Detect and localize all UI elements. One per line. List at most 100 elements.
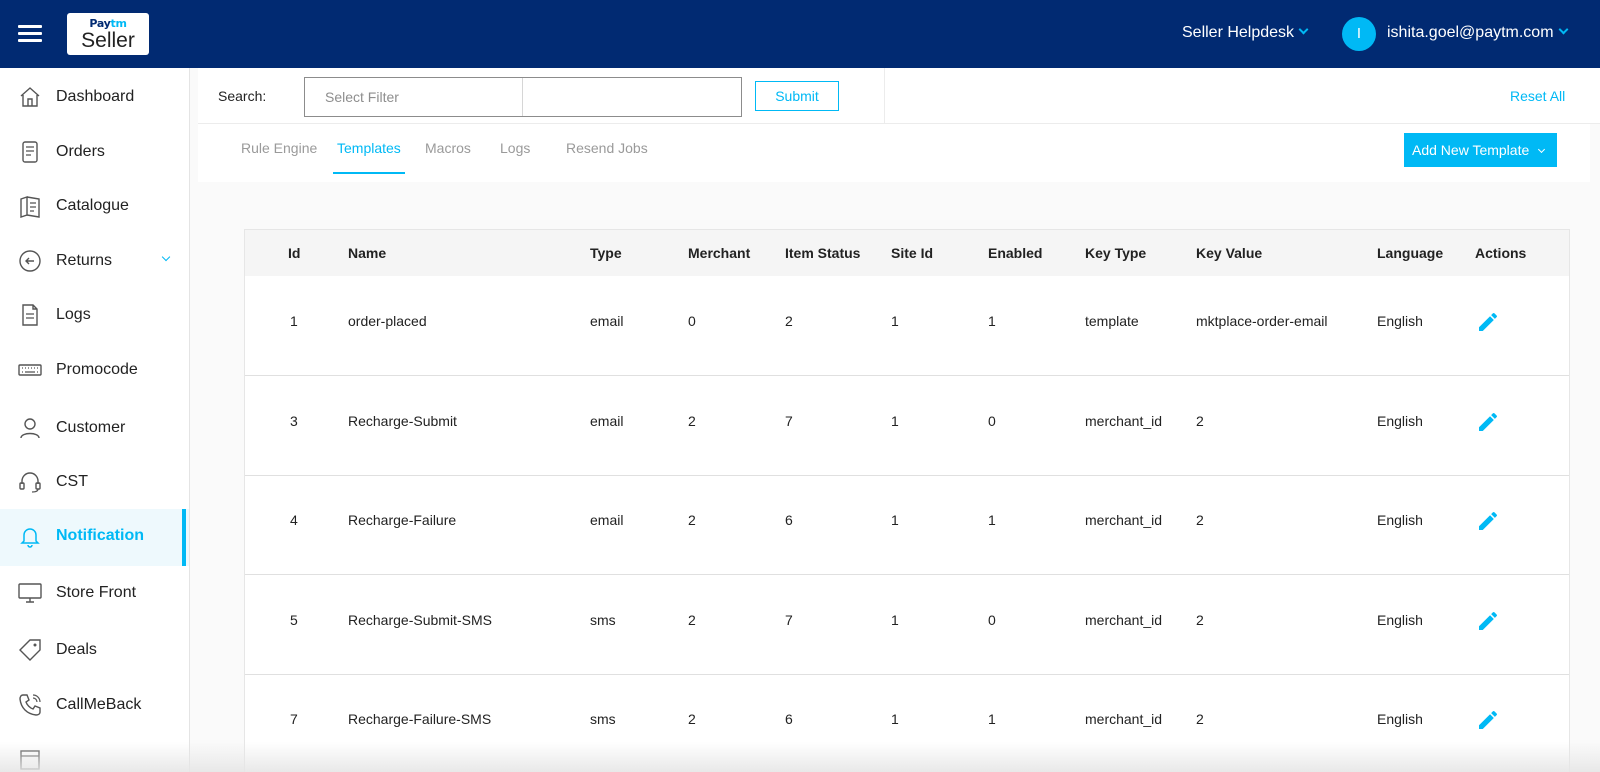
sidebar-item-cst[interactable]: CST xyxy=(0,455,189,509)
column-header: Key Type xyxy=(1085,245,1147,261)
paytm-seller-logo[interactable]: Paytm Seller xyxy=(67,13,149,55)
cell-enabled: 1 xyxy=(988,512,996,528)
edit-icon[interactable] xyxy=(1476,509,1500,533)
user-account-dropdown[interactable]: ishita.goel@paytm.com xyxy=(1387,24,1568,42)
sidebar-item-customer[interactable]: Customer xyxy=(0,401,189,455)
add-new-template-label: Add New Template xyxy=(1412,142,1530,158)
table-header: Id Name Type Merchant Item Status Site I… xyxy=(245,230,1569,276)
cell-language: English xyxy=(1377,413,1423,429)
sidebar-item-orders[interactable]: Orders xyxy=(0,125,189,179)
column-header: Language xyxy=(1377,245,1444,261)
divider xyxy=(884,68,885,124)
headset-icon xyxy=(19,472,41,493)
sidebar-item-callmeback[interactable]: CallMeBack xyxy=(0,678,189,732)
column-header: Actions xyxy=(1475,245,1527,261)
add-new-template-button[interactable]: Add New Template xyxy=(1404,133,1557,167)
column-header: Type xyxy=(590,245,622,261)
column-header: Key Value xyxy=(1196,245,1263,261)
cell-enabled: 1 xyxy=(988,711,996,727)
cell-item-status: 6 xyxy=(785,711,793,727)
avatar[interactable]: I xyxy=(1342,17,1376,51)
sidebar-item-deals[interactable]: Deals xyxy=(0,623,189,677)
submit-button[interactable]: Submit xyxy=(755,81,839,111)
search-input[interactable] xyxy=(523,78,741,116)
cell-item-status: 7 xyxy=(785,413,793,429)
phone-icon xyxy=(19,694,41,716)
sidebar-item-notification[interactable]: Notification xyxy=(0,509,189,566)
edit-icon[interactable] xyxy=(1476,310,1500,334)
column-header: Item Status xyxy=(785,245,861,261)
cell-enabled: 1 xyxy=(988,313,996,329)
menu-icon[interactable] xyxy=(18,25,42,43)
cell-site-id: 1 xyxy=(891,313,899,329)
home-icon xyxy=(20,87,40,107)
catalogue-icon xyxy=(20,196,40,218)
top-bar: Paytm Seller Seller Helpdesk I ishita.go… xyxy=(0,0,1600,68)
sidebar-item-label: CallMeBack xyxy=(56,696,142,713)
cell-key-type: merchant_id xyxy=(1085,711,1163,727)
tab-macros[interactable]: Macros xyxy=(425,140,471,156)
cell-name: Recharge-Submit xyxy=(348,413,457,429)
edit-icon[interactable] xyxy=(1476,609,1500,633)
seller-helpdesk-dropdown[interactable]: Seller Helpdesk xyxy=(1182,24,1309,42)
tab-templates[interactable]: Templates xyxy=(333,140,405,174)
cell-key-value: mktplace-order-email xyxy=(1196,313,1328,329)
sidebar-item-promocode[interactable]: Promocode xyxy=(0,343,189,397)
chevron-down-icon xyxy=(1558,24,1568,35)
sidebar-item-partial[interactable] xyxy=(0,733,189,772)
sidebar-item-label: Store Front xyxy=(56,584,137,601)
cell-item-status: 2 xyxy=(785,313,793,329)
tag-icon xyxy=(19,639,41,661)
bell-icon xyxy=(20,528,40,548)
cell-id: 1 xyxy=(290,313,298,329)
cell-enabled: 0 xyxy=(988,413,996,429)
sidebar-item-label: Catalogue xyxy=(56,197,129,214)
cell-type: email xyxy=(590,413,624,429)
search-filter-group: Select Filter xyxy=(304,77,742,117)
cell-merchant: 2 xyxy=(688,512,696,528)
cell-key-value: 2 xyxy=(1196,413,1204,429)
column-header: Enabled xyxy=(988,245,1043,261)
search-bar: Search: Select Filter Submit Reset All xyxy=(198,68,1600,124)
filter-select[interactable]: Select Filter xyxy=(305,78,523,116)
cell-id: 4 xyxy=(290,512,298,528)
sidebar-item-label: Promocode xyxy=(56,361,138,378)
cell-id: 5 xyxy=(290,612,298,628)
helpdesk-label: Seller Helpdesk xyxy=(1182,24,1295,41)
cell-enabled: 0 xyxy=(988,612,996,628)
active-indicator xyxy=(182,509,186,566)
reset-all-link[interactable]: Reset All xyxy=(1510,88,1566,104)
table-row: 1 order-placed email 0 2 1 1 template mk… xyxy=(245,276,1569,376)
user-icon xyxy=(20,418,40,439)
sidebar-item-returns[interactable]: Returns xyxy=(0,234,189,288)
tab-rule-engine[interactable]: Rule Engine xyxy=(241,140,318,156)
returns-icon xyxy=(19,250,41,272)
templates-table: Id Name Type Merchant Item Status Site I… xyxy=(244,229,1570,772)
tab-logs[interactable]: Logs xyxy=(500,140,531,156)
cell-merchant: 2 xyxy=(688,711,696,727)
edit-icon[interactable] xyxy=(1476,708,1500,732)
sidebar-item-store-front[interactable]: Store Front xyxy=(0,566,189,620)
cell-type: email xyxy=(590,512,624,528)
tab-bar: Rule Engine Templates Macros Logs Resend… xyxy=(198,124,1590,182)
column-header: Name xyxy=(348,245,387,261)
chevron-down-icon[interactable] xyxy=(161,252,171,262)
cell-name: Recharge-Failure-SMS xyxy=(348,711,492,727)
sidebar-item-dashboard[interactable]: Dashboard xyxy=(0,70,189,124)
cell-site-id: 1 xyxy=(891,413,899,429)
cell-type: email xyxy=(590,313,624,329)
sidebar-item-catalogue[interactable]: Catalogue xyxy=(0,179,189,233)
logo-subtitle: Seller xyxy=(81,29,135,52)
cell-name: Recharge-Failure xyxy=(348,512,457,528)
cell-site-id: 1 xyxy=(891,711,899,727)
tab-resend-jobs[interactable]: Resend Jobs xyxy=(566,140,648,156)
orders-icon xyxy=(22,141,38,163)
sidebar-item-label: Orders xyxy=(56,143,105,160)
chevron-down-icon xyxy=(1298,24,1309,35)
sidebar-item-logs[interactable]: Logs xyxy=(0,288,189,342)
cell-name: Recharge-Submit-SMS xyxy=(348,612,492,628)
edit-icon[interactable] xyxy=(1476,410,1500,434)
cell-merchant: 0 xyxy=(688,313,696,329)
table-row: 4 Recharge-Failure email 2 6 1 1 merchan… xyxy=(245,475,1569,575)
cell-key-value: 2 xyxy=(1196,711,1204,727)
